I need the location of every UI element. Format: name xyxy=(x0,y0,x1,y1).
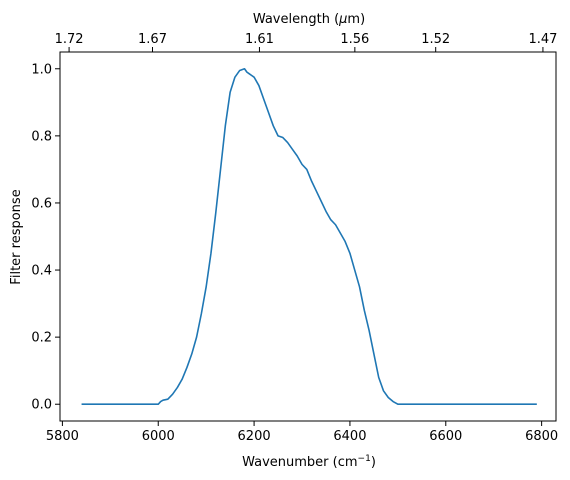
x-tick-label: 6200 xyxy=(238,429,271,444)
y-tick-label: 0.6 xyxy=(31,196,52,211)
top-axis-label: Wavelength (μm) xyxy=(253,12,365,27)
top-axis-label-mu: μ xyxy=(338,12,347,27)
x-axis-label-suffix: ) xyxy=(371,455,376,470)
x-tick-label: 6800 xyxy=(525,429,558,444)
x-tick-label: 6400 xyxy=(333,429,366,444)
top-tick-label: 1.67 xyxy=(138,32,167,47)
x-tick-label: 6600 xyxy=(429,429,462,444)
y-tick-label: 1.0 xyxy=(31,62,52,77)
top-tick-label: 1.52 xyxy=(421,32,450,47)
x-tick-label: 6000 xyxy=(142,429,175,444)
top-axis-label-text: Wavelength ( xyxy=(253,12,339,27)
top-tick-label: 1.56 xyxy=(340,32,369,47)
filter-response-line xyxy=(81,67,537,406)
y-tick-label: 0.4 xyxy=(31,264,52,279)
y-tick-label: 0.8 xyxy=(31,129,52,144)
y-axis-label: Filter response xyxy=(9,189,24,284)
x-tick-label: 5800 xyxy=(46,429,79,444)
x-axis-label-text: Wavenumber (cm xyxy=(242,455,357,470)
top-tick-label: 1.47 xyxy=(528,32,557,47)
top-tick-label: 1.61 xyxy=(245,32,274,47)
x-axis-label: Wavenumber (cm−1) xyxy=(242,454,376,470)
top-axis-label-suffix: m) xyxy=(347,12,365,27)
plot-frame xyxy=(59,51,557,422)
y-tick-label: 0.2 xyxy=(31,331,52,346)
tick-group: 5800 6000 6200 6400 6600 6800 0.0 0.2 0.4 0.6 0.8 1… xyxy=(31,32,558,444)
top-tick-label: 1.72 xyxy=(55,32,84,47)
x-axis-label-superscript: −1 xyxy=(358,454,371,464)
y-tick-label: 0.0 xyxy=(31,398,52,413)
